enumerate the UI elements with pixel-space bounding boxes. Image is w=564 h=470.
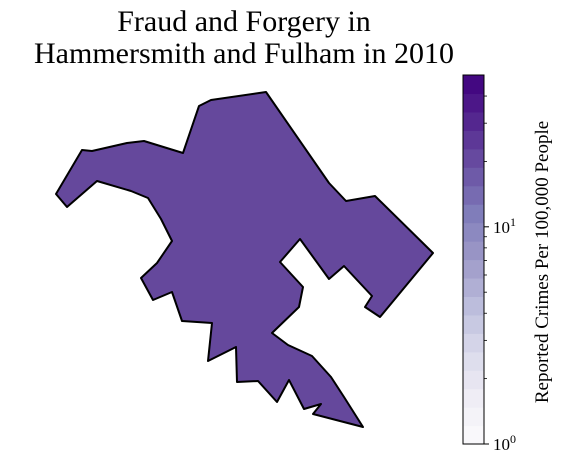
colorbar-band	[463, 111, 484, 131]
colorbar-band	[463, 222, 484, 242]
colorbar-band	[463, 204, 484, 224]
colorbar-band	[463, 75, 484, 95]
colorbar-ticks: 100 101	[484, 215, 516, 454]
colorbar-band	[463, 296, 484, 316]
colorbar-band	[463, 425, 484, 445]
colorbar-band	[463, 241, 484, 261]
colorbar-label: Reported Crimes Per 100,000 People	[532, 120, 553, 404]
colorbar-minor-ticks	[484, 95, 487, 380]
title-line-1: Fraud and Forgery in	[117, 5, 371, 38]
colorbar-band	[463, 370, 484, 390]
colorbar-band	[463, 167, 484, 187]
colorbar-band	[463, 148, 484, 168]
colorbar-tick-label: 100	[493, 432, 516, 454]
colorbar-frame	[462, 74, 485, 445]
map-title: Fraud and Forgery in Hammersmith and Ful…	[0, 6, 488, 70]
colorbar-band	[463, 185, 484, 205]
colorbar-band	[463, 388, 484, 408]
colorbar-band	[463, 259, 484, 279]
colorbar-band	[463, 314, 484, 334]
colorbar-band	[463, 93, 484, 113]
colorbar-band	[463, 333, 484, 353]
colorbar-tick-label: 101	[493, 215, 516, 237]
title-line-2: Hammersmith and Fulham in 2010	[34, 37, 454, 70]
borough-region[interactable]	[55, 91, 434, 428]
colorbar-band	[463, 407, 484, 427]
colorbar-band	[463, 351, 484, 371]
colorbar-bands	[463, 75, 484, 445]
colorbar-band	[463, 130, 484, 150]
colorbar-band	[463, 277, 484, 297]
